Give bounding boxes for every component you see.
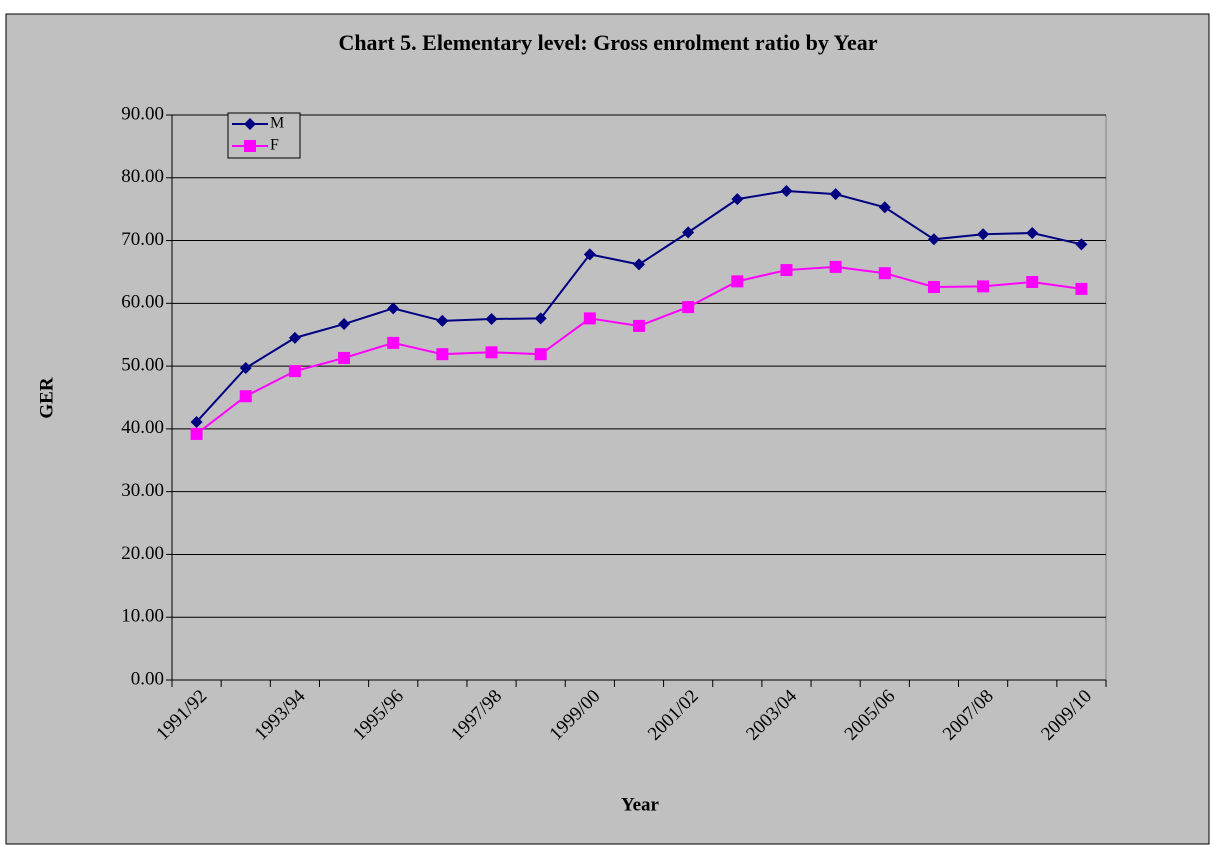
legend-label: M <box>270 115 284 132</box>
marker <box>878 201 891 214</box>
y-tick-label: 90.00 <box>121 103 164 124</box>
marker <box>977 228 990 241</box>
marker <box>878 267 891 280</box>
y-tick-label: 20.00 <box>121 543 164 564</box>
marker <box>338 351 351 364</box>
marker <box>239 390 252 403</box>
chart-title: Chart 5. Elementary level: Gross enrolme… <box>338 30 877 55</box>
marker <box>436 348 449 361</box>
marker <box>1075 238 1088 251</box>
marker <box>387 302 400 315</box>
y-axis-title: GER <box>36 377 57 418</box>
marker <box>633 319 645 332</box>
marker <box>829 260 842 273</box>
marker <box>244 118 256 130</box>
marker <box>288 365 301 378</box>
y-tick-label: 50.00 <box>121 354 164 375</box>
y-tick-label: 70.00 <box>121 229 164 250</box>
marker <box>338 318 351 331</box>
marker <box>927 281 940 294</box>
marker <box>190 427 203 440</box>
marker <box>534 312 547 325</box>
marker <box>239 361 252 374</box>
legend-box <box>227 112 301 159</box>
marker <box>1075 282 1088 295</box>
marker <box>485 313 498 326</box>
y-tick-label: 40.00 <box>121 417 164 438</box>
marker <box>977 280 990 293</box>
marker <box>436 314 449 327</box>
marker <box>780 184 793 197</box>
legend-label: F <box>270 137 279 154</box>
marker <box>731 275 744 288</box>
marker <box>731 193 744 206</box>
marker <box>387 336 400 349</box>
marker <box>190 415 203 428</box>
x-axis-title: Year <box>621 794 660 815</box>
marker <box>682 301 695 314</box>
marker <box>583 312 596 325</box>
y-tick-label: 0.00 <box>131 668 164 689</box>
marker <box>633 258 645 271</box>
marker <box>1026 227 1039 240</box>
y-tick-label: 30.00 <box>121 480 164 501</box>
marker <box>583 248 596 261</box>
marker <box>244 140 256 152</box>
y-tick-label: 60.00 <box>121 292 164 313</box>
marker <box>682 226 695 239</box>
marker <box>485 346 498 359</box>
marker <box>534 348 547 361</box>
y-tick-label: 10.00 <box>121 606 164 627</box>
marker <box>1026 275 1039 288</box>
marker <box>780 264 793 277</box>
y-tick-label: 80.00 <box>121 166 164 187</box>
marker <box>288 331 301 344</box>
marker <box>829 188 842 201</box>
marker <box>927 233 940 246</box>
